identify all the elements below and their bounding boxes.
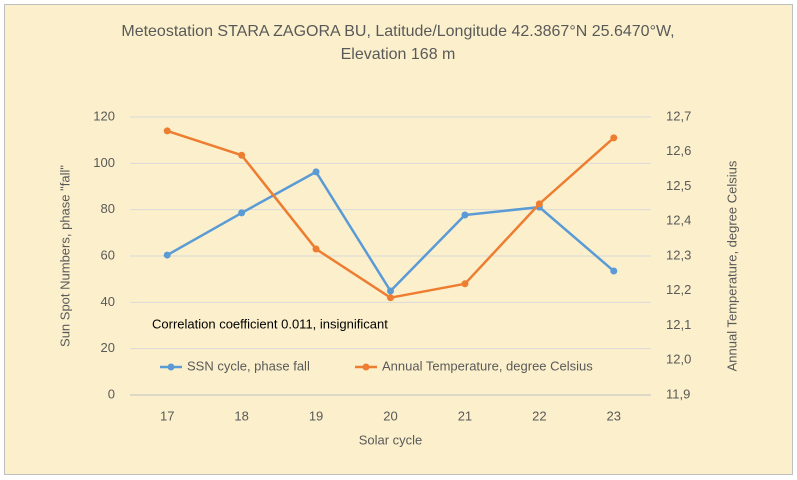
y-tick-label: 60 (101, 247, 115, 262)
legend-label: Annual Temperature, degree Celsius (382, 358, 593, 373)
legend-swatch-marker (362, 363, 370, 371)
x-tick-label: 22 (532, 408, 546, 423)
data-point (387, 287, 394, 295)
legend-swatch-marker (167, 363, 175, 371)
y-tick-label: 100 (93, 155, 115, 170)
chart-title: Meteostation STARA ZAGORA BU, Latitude/L… (121, 23, 674, 40)
data-point (238, 151, 246, 159)
y2-tick-label: 11,9 (666, 386, 690, 401)
data-point (163, 251, 171, 259)
y2-tick-label: 12,1 (666, 317, 691, 332)
x-tick-label: 21 (458, 408, 472, 423)
y-tick-label: 80 (101, 201, 115, 216)
annotation: Correlation coefficient 0.011, insignifi… (152, 316, 388, 331)
data-point (610, 134, 618, 142)
y2-tick-label: 12,7 (666, 108, 691, 123)
y2-tick-label: 12,2 (666, 282, 691, 297)
y2-axis-label: Annual Temperature, degree Celsius (724, 160, 739, 371)
chart-title: Elevation 168 m (341, 46, 456, 63)
y-tick-label: 40 (101, 294, 115, 309)
data-point (610, 267, 618, 275)
legend-label: SSN cycle, phase fall (187, 358, 310, 373)
y2-tick-label: 12,5 (666, 178, 691, 193)
y2-tick-label: 12,6 (666, 143, 691, 158)
x-axis-label: Solar cycle (359, 432, 423, 447)
data-point (461, 280, 469, 288)
y2-tick-label: 12,4 (666, 213, 691, 228)
data-point (387, 294, 394, 302)
chart-background (4, 4, 793, 475)
data-point (312, 168, 320, 176)
y-tick-label: 120 (93, 108, 115, 123)
data-point (535, 200, 543, 208)
data-point (238, 209, 246, 217)
data-point (461, 211, 469, 219)
x-tick-label: 20 (383, 408, 397, 423)
y-tick-label: 20 (101, 340, 115, 355)
x-tick-label: 17 (160, 408, 174, 423)
x-tick-label: 19 (309, 408, 323, 423)
data-point (163, 127, 171, 135)
y2-tick-label: 12,0 (666, 352, 691, 367)
y-axis-label: Sun Spot Numbers, phase "fall" (57, 165, 72, 347)
y2-tick-label: 12,3 (666, 247, 691, 262)
y-tick-label: 0 (108, 386, 115, 401)
data-point (312, 245, 320, 253)
x-tick-label: 23 (607, 408, 621, 423)
x-tick-label: 18 (234, 408, 248, 423)
